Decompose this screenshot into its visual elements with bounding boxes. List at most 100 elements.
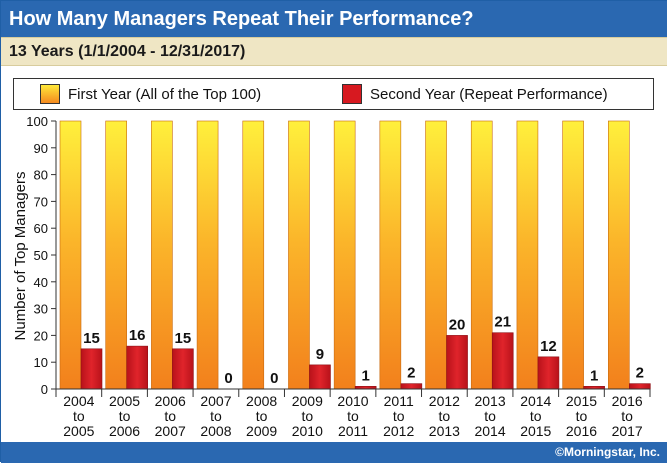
x-tick-label: 2013 (429, 423, 460, 439)
x-tick-label: 2017 (612, 423, 643, 439)
x-tick-label: 2004 (63, 393, 94, 409)
x-tick-label: to (73, 408, 85, 424)
y-tick-label: 40 (34, 275, 48, 290)
data-label-second-year: 0 (270, 370, 278, 387)
data-label-second-year: 2 (407, 365, 415, 382)
bar-first-year (59, 120, 82, 390)
x-tick-label: 2008 (246, 393, 277, 409)
data-label-second-year: 20 (449, 316, 466, 333)
data-label-second-year: 15 (175, 330, 192, 347)
x-tick-label: to (621, 408, 633, 424)
bar-first-year (288, 120, 310, 390)
x-tick-label: 2013 (474, 393, 505, 409)
x-tick-label: 2005 (109, 393, 140, 409)
x-tick-label: 2015 (520, 423, 551, 439)
legend-item-second-year: Second Year (Repeat Performance) (342, 84, 642, 106)
bar-first-year (151, 120, 173, 390)
x-tick-label: to (347, 408, 359, 424)
chart-subtitle: 13 Years (1/1/2004 - 12/31/2017) (1, 37, 667, 66)
y-tick-label: 80 (34, 168, 48, 183)
x-axis: 2004to20052005to20062006to20072007to2008… (55, 388, 651, 439)
y-axis-title: Number of Top Managers (12, 172, 29, 341)
bar-second-year (309, 364, 331, 390)
x-tick-label: to (530, 408, 542, 424)
bar-chart: Number of Top Managers 01020304050607080… (12, 114, 651, 439)
bar-first-year (105, 120, 127, 390)
legend-label-second-year: Second Year (Repeat Performance) (370, 86, 608, 103)
x-tick-label: 2006 (155, 393, 186, 409)
y-tick-label: 70 (34, 194, 48, 209)
y-axis: 0 10 20 30 40 50 60 70 80 90 100 (26, 114, 57, 397)
legend-swatch-second-year (342, 84, 362, 104)
bar-second-year (537, 356, 560, 390)
bar-first-year (470, 120, 493, 390)
data-label-second-year: 2 (636, 365, 644, 382)
bar-second-year (491, 332, 514, 390)
data-label-second-year: 12 (540, 338, 557, 355)
x-tick-label: 2011 (384, 393, 414, 409)
x-tick-label: to (119, 408, 131, 424)
bar-first-year (562, 120, 584, 390)
x-tick-label: 2011 (338, 423, 368, 439)
data-label-second-year: 1 (590, 367, 598, 384)
bar-first-year (242, 120, 265, 390)
x-tick-label: to (484, 408, 496, 424)
x-tick-label: to (301, 408, 313, 424)
bar-second-year (80, 348, 103, 390)
x-tick-label: 2006 (109, 423, 140, 439)
bar-first-year (379, 120, 402, 390)
y-tick-label: 0 (41, 382, 48, 397)
plot-area: First Year (All of the Top 100) Second Y… (1, 66, 667, 442)
x-tick-label: 2012 (429, 393, 460, 409)
legend: First Year (All of the Top 100) Second Y… (13, 78, 654, 110)
x-tick-label: 2007 (155, 423, 186, 439)
data-label-second-year: 9 (316, 346, 324, 363)
x-tick-label: to (439, 408, 451, 424)
chart-title: How Many Managers Repeat Their Performan… (1, 1, 667, 37)
bar-second-year (126, 345, 148, 390)
x-tick-label: to (256, 408, 268, 424)
x-tick-label: 2016 (566, 423, 597, 439)
legend-item-first-year: First Year (All of the Top 100) (40, 84, 320, 106)
data-label-second-year: 15 (83, 330, 100, 347)
bar-second-year (629, 383, 651, 390)
bar-first-year (516, 120, 539, 390)
bar-first-year (425, 120, 447, 390)
bar-second-year (172, 348, 194, 390)
y-tick-label: 100 (26, 114, 48, 129)
data-label-second-year: 1 (361, 367, 369, 384)
bar-first-year (608, 120, 630, 390)
x-tick-label: 2005 (63, 423, 94, 439)
x-tick-label: to (210, 408, 222, 424)
x-tick-label: 2009 (292, 393, 323, 409)
x-tick-label: 2016 (612, 393, 643, 409)
data-label-second-year: 0 (224, 370, 232, 387)
legend-swatch-first-year (40, 84, 60, 104)
legend-label-first-year: First Year (All of the Top 100) (68, 86, 262, 103)
y-tick-label: 60 (34, 221, 48, 236)
x-tick-label: 2012 (383, 423, 414, 439)
data-label-second-year: 21 (494, 314, 511, 331)
x-tick-label: 2015 (566, 393, 597, 409)
x-tick-label: to (576, 408, 588, 424)
copyright-footer: ©Morningstar, Inc. (1, 442, 667, 463)
x-tick-label: 2010 (292, 423, 323, 439)
y-tick-label: 90 (34, 141, 48, 156)
x-tick-label: to (164, 408, 176, 424)
bar-second-year (400, 383, 423, 390)
bar-first-year (333, 120, 356, 390)
bar-first-year (196, 120, 219, 390)
x-tick-label: 2014 (520, 393, 551, 409)
x-tick-label: 2010 (337, 393, 368, 409)
x-tick-label: 2014 (474, 423, 505, 439)
y-tick-label: 10 (34, 355, 48, 370)
x-tick-label: 2008 (200, 423, 231, 439)
x-tick-label: 2007 (200, 393, 231, 409)
y-tick-label: 30 (34, 302, 48, 317)
x-tick-label: 2009 (246, 423, 277, 439)
y-tick-label: 20 (34, 328, 48, 343)
y-tick-label: 50 (34, 248, 48, 263)
data-label-second-year: 16 (129, 327, 146, 344)
